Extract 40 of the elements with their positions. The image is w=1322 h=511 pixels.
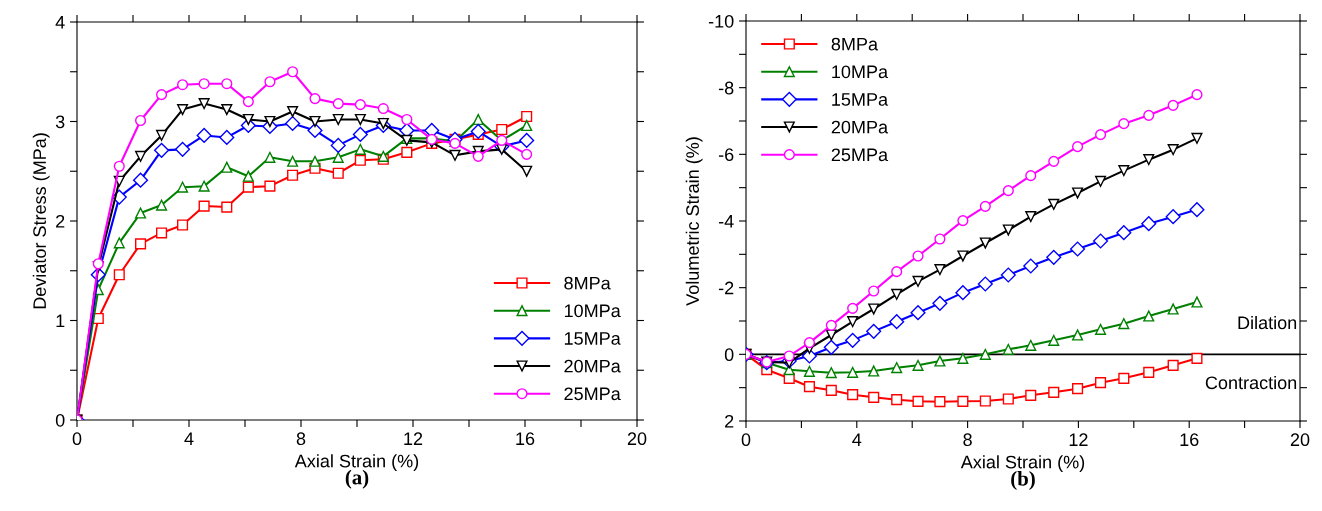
legend-label: 8MPa [831, 37, 879, 51]
y-tick-label: -4 [718, 215, 734, 228]
y-tick-label: 1 [56, 314, 65, 328]
x-tick-label: 12 [1069, 433, 1088, 446]
x-tick-label: 4 [184, 432, 194, 445]
annotation: Contraction [1205, 375, 1297, 390]
y-tick-label: 4 [55, 16, 65, 29]
y-tick-label: -2 [718, 281, 734, 295]
x-tick-label: 8 [963, 433, 972, 447]
y-axis-title: Deviator Stress (MPa) [32, 133, 50, 309]
x-tick-label: 0 [741, 433, 751, 447]
legend-label: 8MPa [564, 276, 611, 290]
text: (a) [345, 469, 369, 489]
y-tick-label: 0 [724, 348, 734, 362]
y-tick-label: 2 [725, 414, 734, 428]
x-tick-label: 8 [296, 432, 306, 446]
y-tick-label: -10 [708, 14, 734, 28]
y-tick-label: 2 [56, 214, 65, 228]
x-tick-label: 0 [72, 432, 82, 446]
legend-label: 15MPa [832, 93, 889, 106]
legend-label: 20MPa [564, 359, 621, 373]
legend-label: 15MPa [564, 332, 621, 345]
y-tick-label: 0 [55, 413, 65, 427]
legend-label: 25MPa [564, 387, 621, 401]
legend-label: 25MPa [831, 148, 889, 162]
legend-label: 20MPa [831, 120, 889, 134]
y-tick-label: -8 [718, 81, 734, 95]
legend-label: 10MPa [564, 304, 621, 318]
y-axis-title: Volumetric Strain (%) [685, 137, 703, 306]
y-tick-label: 3 [55, 115, 65, 129]
x-tick-label: 12 [404, 432, 423, 445]
x-tick-label: 4 [852, 433, 862, 446]
legend-label: 10MPa [832, 65, 889, 79]
x-tick-label: 16 [516, 432, 535, 446]
x-tick-label: 20 [1290, 433, 1310, 447]
annotation: Dilation [1238, 315, 1297, 330]
text: (b) [1011, 471, 1035, 490]
x-tick-label: 20 [627, 432, 647, 446]
y-tick-label: -6 [718, 148, 734, 162]
x-tick-label: 16 [1180, 433, 1199, 447]
